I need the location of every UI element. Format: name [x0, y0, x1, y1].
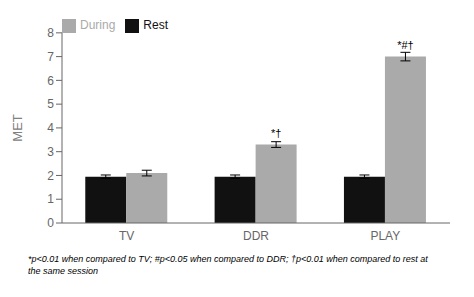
html-text:During: During: [80, 18, 116, 32]
svg-text:MET: MET: [10, 114, 25, 142]
svg-text:7: 7: [47, 50, 54, 64]
svg-text:1: 1: [47, 192, 54, 206]
svg-text:6: 6: [47, 74, 54, 88]
svg-text:2: 2: [47, 169, 54, 183]
svg-text:DDR: DDR: [243, 229, 269, 243]
svg-text:*#†: *#†: [397, 39, 414, 51]
html-text:*p<0.01 when compared to TV; #: *p<0.01 when compared to TV; #p<0.05 whe…: [28, 254, 428, 276]
svg-text:4: 4: [47, 121, 54, 135]
svg-text:3: 3: [47, 145, 54, 159]
svg-text:5: 5: [47, 97, 54, 111]
svg-text:TV: TV: [119, 229, 134, 243]
svg-text:0: 0: [47, 216, 54, 230]
svg-text:*†: *†: [271, 127, 281, 139]
svg-text:8: 8: [47, 26, 54, 40]
svg-text:PLAY: PLAY: [370, 229, 400, 243]
html-text:Rest: Rest: [143, 18, 168, 32]
